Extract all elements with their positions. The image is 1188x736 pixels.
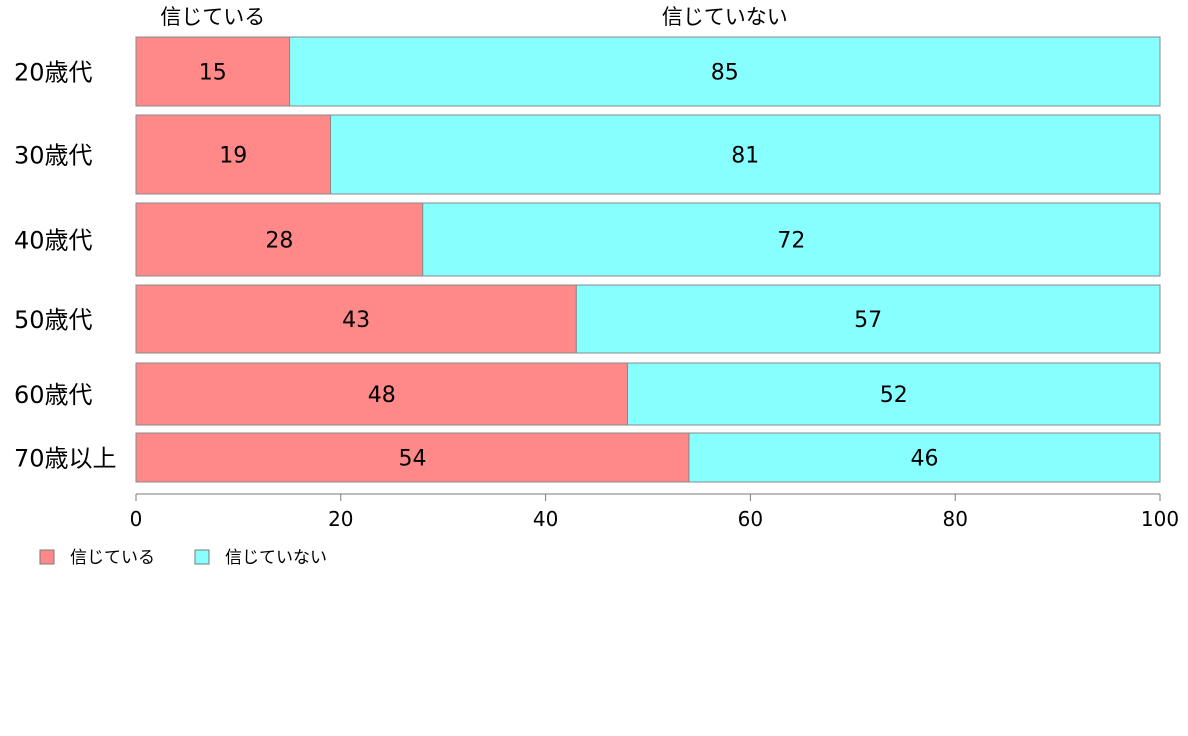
x-tick-label-20: 20 [328, 507, 353, 531]
category-label-4: 50歳代 [14, 306, 93, 334]
bar-value-believe-5: 48 [368, 383, 396, 408]
bar-value-believe-6: 54 [398, 447, 426, 472]
x-tick-label-0: 0 [130, 507, 143, 531]
bar-not-believe-1 [289, 36, 1161, 107]
category-label-6: 70歳以上 [14, 445, 117, 473]
legend-swatch-believe [39, 549, 55, 565]
bar-believe-1 [135, 36, 291, 107]
bar-value-not-believe-5: 52 [880, 383, 908, 408]
bar-believe-4 [135, 284, 577, 354]
bar-value-believe-2: 19 [219, 144, 247, 169]
category-label-2: 30歳代 [14, 142, 93, 170]
x-tick-label-60: 60 [738, 507, 763, 531]
column-header-believe: 信じている [160, 5, 265, 29]
bar-value-not-believe-2: 81 [731, 144, 759, 169]
legend: 信じている 信じていない [39, 548, 327, 568]
bar-value-not-believe-6: 46 [910, 447, 938, 472]
legend-swatch-not-believe [194, 549, 210, 565]
x-tick-label-100: 100 [1141, 507, 1179, 531]
bar-value-believe-1: 15 [199, 61, 227, 86]
bar-not-believe-5 [627, 362, 1161, 426]
legend-label-believe: 信じている [70, 548, 155, 568]
column-header-not-believe: 信じていない [662, 5, 788, 29]
bar-not-believe-2 [330, 114, 1161, 195]
category-label-5: 60歳代 [14, 381, 93, 409]
category-label-3: 40歳代 [14, 227, 93, 255]
bar-believe-5 [135, 362, 629, 426]
bar-value-believe-3: 28 [265, 229, 293, 254]
bar-believe-2 [135, 114, 332, 195]
legend-label-not-believe: 信じていない [225, 548, 327, 568]
column-headers: 信じている 信じていない [160, 5, 788, 29]
bar-believe-3 [135, 202, 424, 277]
category-labels: 20歳代 30歳代 40歳代 50歳代 60歳代 70歳以上 [14, 59, 117, 473]
bar-not-believe-3 [422, 202, 1161, 277]
bar-value-not-believe-1: 85 [711, 61, 739, 86]
bar-not-believe-4 [575, 284, 1161, 354]
category-label-1: 20歳代 [14, 59, 93, 87]
bar-value-believe-4: 43 [342, 308, 370, 333]
bars-group: 15 85 19 81 28 72 43 57 48 52 54 46 [135, 36, 1161, 483]
bar-value-not-believe-4: 57 [854, 308, 882, 333]
x-tick-label-40: 40 [533, 507, 558, 531]
bar-not-believe-6 [688, 432, 1161, 483]
x-tick-label-80: 80 [942, 507, 967, 531]
x-axis: 0 20 40 60 80 100 [130, 493, 1179, 531]
bar-value-not-believe-3: 72 [777, 229, 805, 254]
